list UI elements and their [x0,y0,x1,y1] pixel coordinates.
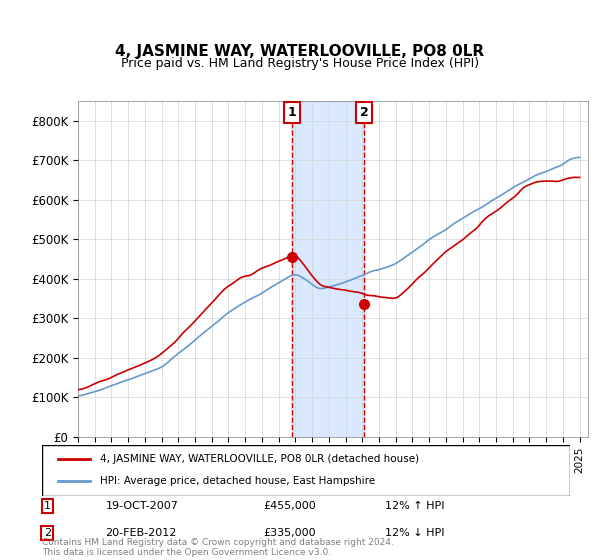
Text: 2: 2 [44,528,51,538]
Text: £335,000: £335,000 [264,528,316,538]
Text: £455,000: £455,000 [264,501,317,511]
Bar [292,101,364,437]
Text: 12% ↑ HPI: 12% ↑ HPI [385,501,445,511]
FancyBboxPatch shape [42,445,570,496]
Text: 19-OCT-2007: 19-OCT-2007 [106,501,178,511]
Text: 1: 1 [44,501,51,511]
Text: 20-FEB-2012: 20-FEB-2012 [106,528,177,538]
Text: 12% ↓ HPI: 12% ↓ HPI [385,528,445,538]
Text: 4, JASMINE WAY, WATERLOOVILLE, PO8 0LR (detached house): 4, JASMINE WAY, WATERLOOVILLE, PO8 0LR (… [100,454,419,464]
Text: 4, JASMINE WAY, WATERLOOVILLE, PO8 0LR: 4, JASMINE WAY, WATERLOOVILLE, PO8 0LR [115,44,485,59]
Text: Price paid vs. HM Land Registry's House Price Index (HPI): Price paid vs. HM Land Registry's House … [121,57,479,70]
Text: 2: 2 [359,106,368,119]
Text: 1: 1 [287,106,296,119]
Text: HPI: Average price, detached house, East Hampshire: HPI: Average price, detached house, East… [100,477,375,487]
Text: Contains HM Land Registry data © Crown copyright and database right 2024.
This d: Contains HM Land Registry data © Crown c… [42,538,394,557]
